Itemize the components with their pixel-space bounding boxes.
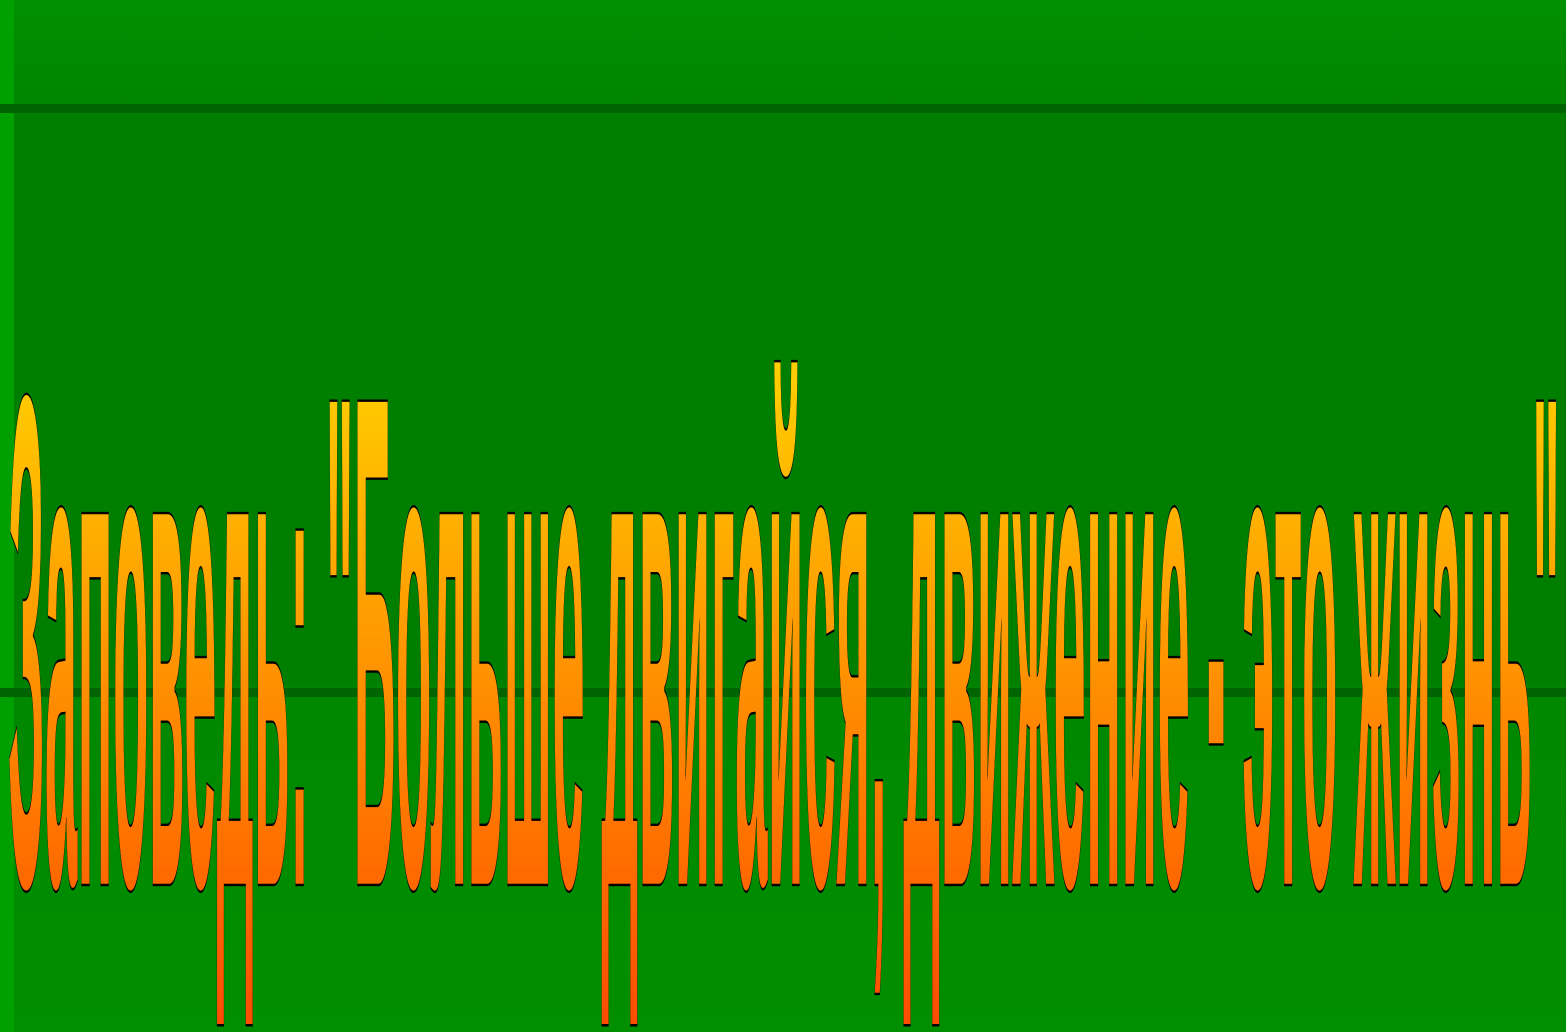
wordart-title: Заповедь: "Больше двигайся, движение - э… (8, 249, 1560, 1032)
